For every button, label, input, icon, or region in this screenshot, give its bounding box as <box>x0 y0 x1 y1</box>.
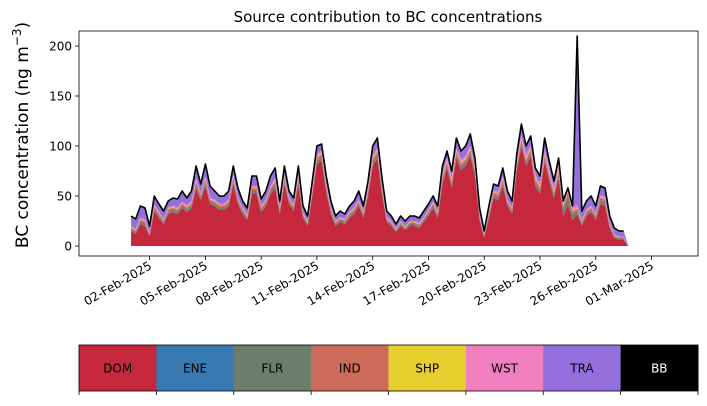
plot-frame <box>78 30 699 257</box>
y-axis-label-close: ) <box>13 22 33 29</box>
colorbar-cell-tra <box>543 345 622 391</box>
y-tick-label: 0 <box>64 240 72 254</box>
y-axis-label-main: BC concentration (ng m <box>13 46 33 248</box>
colorbar-label-bb: BB <box>651 362 667 376</box>
chart-title: Source contribution to BC concentrations <box>234 8 543 26</box>
y-axis: 0 50 100 150 200 <box>49 40 79 254</box>
y-tick-label: 200 <box>49 40 72 54</box>
colorbar-label-dom: DOM <box>103 362 132 376</box>
stacked-area-group <box>131 39 652 246</box>
area-ene <box>131 145 652 246</box>
colorbar-label-wst: WST <box>491 362 518 376</box>
x-axis: 02-Feb-202505-Feb-202508-Feb-202511-Feb-… <box>82 256 656 309</box>
y-tick-label: 100 <box>49 140 72 154</box>
colorbar-cell-dom <box>79 345 157 391</box>
colorbar-label-ind: IND <box>339 362 361 376</box>
colorbar-cell-shp <box>388 345 467 391</box>
colorbar-label-flr: FLR <box>261 362 283 376</box>
colorbar-cell-flr <box>233 345 312 391</box>
source-colorbar-legend: DOM ENE FLR IND SHP WST TRA BB <box>78 344 699 395</box>
area-dom <box>131 146 652 246</box>
colorbar-label-tra: TRA <box>569 362 594 376</box>
colorbar-cell-bb <box>620 345 699 391</box>
y-axis-label-exponent: −3 <box>10 28 24 46</box>
colorbar-cell-ene <box>156 345 235 391</box>
y-tick-label: 50 <box>57 190 72 204</box>
colorbar-cell-ind <box>311 345 389 391</box>
total-bc-line <box>130 35 624 232</box>
colorbar-label-shp: SHP <box>415 362 439 376</box>
total-line-group <box>130 35 624 232</box>
area-flr <box>131 142 652 246</box>
colorbar-label-ene: ENE <box>183 362 207 376</box>
colorbar-cell-wst <box>465 345 544 391</box>
y-axis-label: BC concentration (ng m−3) <box>10 22 33 248</box>
y-tick-label: 150 <box>49 90 72 104</box>
